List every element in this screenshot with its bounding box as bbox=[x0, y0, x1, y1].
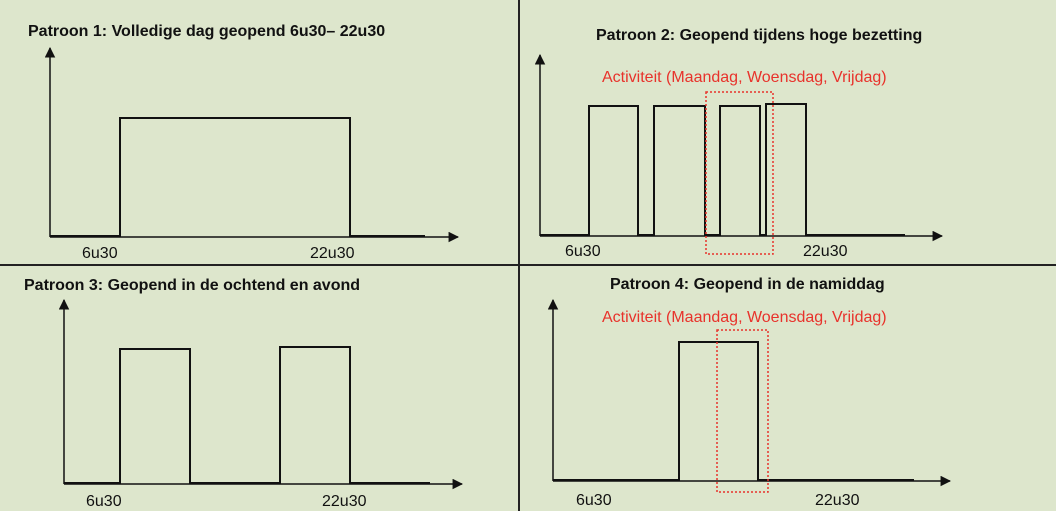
panel-1-x-label-start: 6u30 bbox=[82, 245, 118, 262]
panel-3-x-label-start: 6u30 bbox=[86, 493, 122, 510]
panel-2-activity-highlight bbox=[705, 91, 774, 255]
panel-4-title: Patroon 4: Geopend in de namiddag bbox=[610, 276, 885, 293]
panel-3: Patroon 3: Geopend in de ochtend en avon… bbox=[24, 277, 464, 510]
panel-3-title: Patroon 3: Geopend in de ochtend en avon… bbox=[24, 277, 360, 294]
panel-2-x-label-start: 6u30 bbox=[565, 243, 601, 260]
panel-4-signal bbox=[553, 341, 914, 481]
panel-4: Patroon 4: Geopend in de namiddag Activi… bbox=[547, 276, 952, 509]
panel-4-x-label-start: 6u30 bbox=[576, 492, 612, 509]
panel-4-activity-highlight bbox=[716, 329, 769, 493]
panel-4-activity-note: Activiteit (Maandag, Woensdag, Vrijdag) bbox=[602, 309, 887, 326]
panel-2: Patroon 2: Geopend tijdens hoge bezettin… bbox=[534, 27, 944, 260]
panel-2-x-label-end: 22u30 bbox=[803, 243, 848, 260]
panel-2-activity-note: Activiteit (Maandag, Woensdag, Vrijdag) bbox=[602, 69, 887, 86]
panel-3-signal bbox=[64, 346, 430, 484]
panel-1: Patroon 1: Volledige dag geopend 6u30– 2… bbox=[28, 23, 460, 262]
panel-4-x-label-end: 22u30 bbox=[815, 492, 860, 509]
panel-1-title: Patroon 1: Volledige dag geopend 6u30– 2… bbox=[28, 23, 385, 40]
panel-2-signal bbox=[540, 103, 905, 236]
panel-3-x-label-end: 22u30 bbox=[322, 493, 367, 510]
panel-1-x-label-end: 22u30 bbox=[310, 245, 355, 262]
panel-1-signal bbox=[50, 117, 425, 237]
panel-2-title: Patroon 2: Geopend tijdens hoge bezettin… bbox=[596, 27, 922, 44]
